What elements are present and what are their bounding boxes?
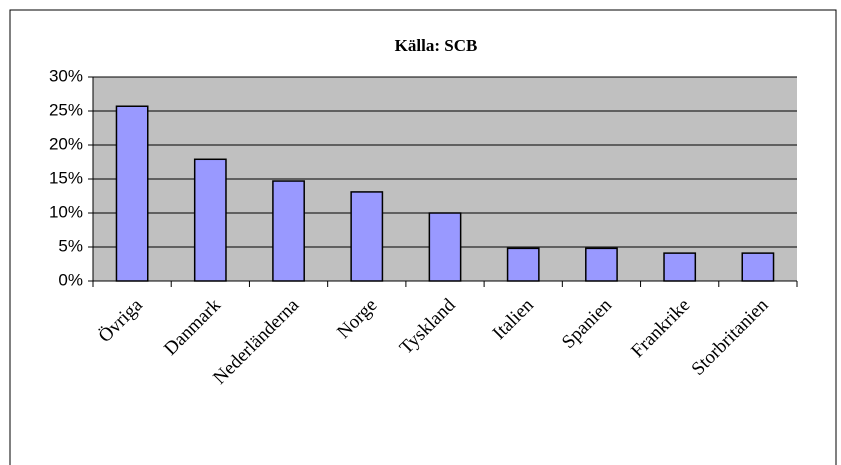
y-tick-label: 5%	[58, 236, 83, 255]
y-tick-label: 25%	[49, 100, 83, 119]
y-tick-label: 15%	[49, 168, 83, 187]
y-tick-label: 30%	[49, 66, 83, 85]
bar	[272, 180, 305, 282]
y-tick-label: 0%	[58, 270, 83, 289]
bar	[663, 252, 697, 282]
bar	[193, 158, 227, 282]
bar	[741, 252, 775, 282]
bar	[115, 105, 149, 282]
bar	[506, 247, 540, 282]
bar	[428, 212, 462, 282]
y-tick-label: 10%	[49, 202, 83, 221]
y-tick-label: 20%	[49, 134, 83, 153]
bar	[350, 191, 384, 282]
chart-title: Källa: SCB	[395, 36, 478, 55]
bar	[585, 247, 618, 282]
